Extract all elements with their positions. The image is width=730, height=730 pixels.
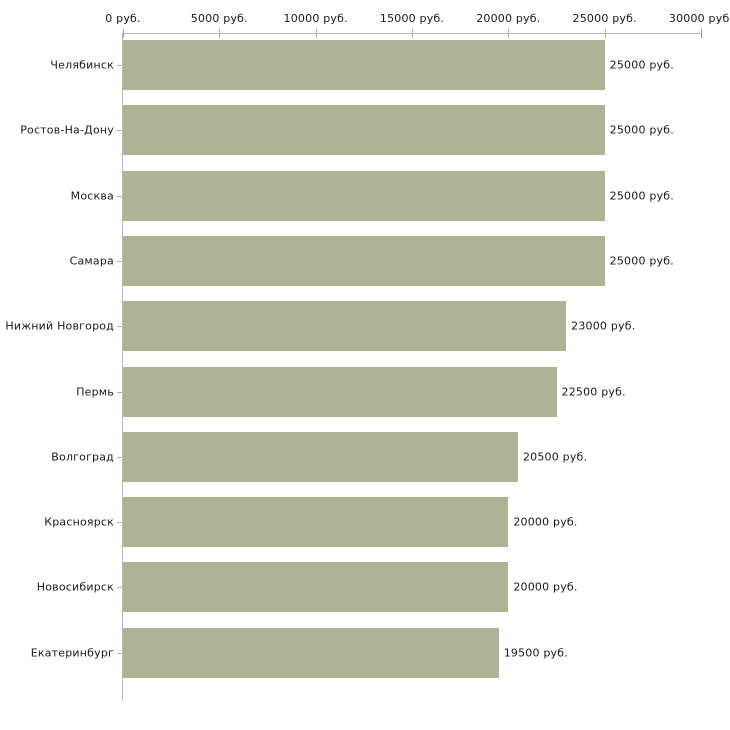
category-label: Красноярск [44,515,114,529]
category-label: Новосибирск [36,580,114,594]
bar[interactable] [123,366,557,417]
bar-value-label: 25000 руб. [609,58,674,72]
bar-value-label: 25000 руб. [609,123,674,137]
category-label: Пермь [76,385,114,398]
y-axis-tick [117,392,122,393]
bar[interactable] [123,431,518,482]
x-axis-tick [412,29,413,38]
x-axis-tick [123,29,124,38]
bar[interactable] [123,627,499,678]
y-axis-tick [117,457,122,458]
bar[interactable] [123,105,605,156]
y-axis-tick [117,653,122,654]
bar[interactable] [123,235,605,286]
category-label: Самара [69,254,114,268]
x-axis-tick [604,29,606,38]
bar-value-label: 20500 руб. [522,450,588,464]
x-axis-tick-label: 5000 руб. [190,12,248,25]
x-axis-tick-label: 0 руб. [105,12,141,25]
category-label: Волгоград [51,450,114,464]
y-axis-tick [117,65,122,66]
y-axis-tick [117,326,122,327]
bar-value-label: 20000 руб. [513,515,578,529]
category-label: Ростов-На-Дону [20,123,114,137]
x-axis-tick [219,29,221,38]
x-axis-tick-label: 20000 руб. [476,12,541,25]
x-axis-tick-label: 25000 руб. [572,12,637,25]
x-axis-tick-label: 30000 руб. [668,12,730,25]
bar[interactable] [123,40,605,90]
category-label: Нижний Новгород [5,319,114,333]
y-axis-tick [117,587,122,588]
bar-value-label: 22500 руб. [561,385,626,398]
y-axis-tick [117,261,122,262]
category-label: Екатеринбург [30,646,114,660]
category-label: Челябинск [50,58,114,72]
bar-value-label: 20000 руб. [513,580,578,594]
x-axis-tick [315,29,317,38]
x-axis-tick-label: 10000 руб. [283,12,348,25]
bar[interactable] [123,497,509,548]
bar-value-label: 25000 руб. [609,189,674,203]
bar-value-label: 23000 руб. [571,319,636,333]
y-axis-tick [117,130,122,131]
x-axis-tick [508,29,510,38]
bar[interactable] [123,562,509,613]
y-axis-tick [117,522,122,523]
category-label: Москва [70,189,114,203]
y-axis-tick [117,196,122,197]
y-axis-line [122,33,123,700]
bar[interactable] [123,170,605,221]
bar-value-label: 25000 руб. [609,254,674,268]
x-axis-tick [701,29,702,38]
x-axis-tick-label: 15000 руб. [379,12,445,25]
bar-value-label: 19500 руб. [503,646,568,660]
bar[interactable] [123,301,567,352]
